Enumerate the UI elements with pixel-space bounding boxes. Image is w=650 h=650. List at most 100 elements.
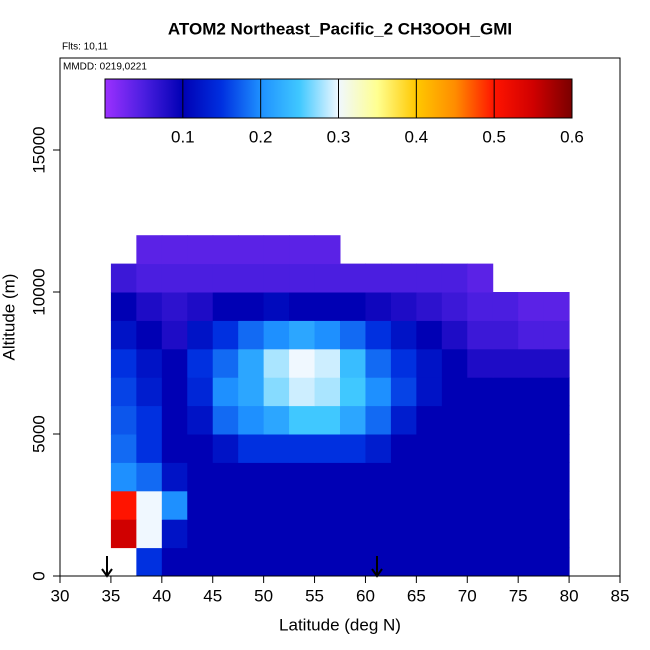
heat-cell [314, 292, 341, 321]
heat-cell [467, 320, 494, 350]
heat-cell [161, 405, 188, 435]
heat-cell [492, 462, 519, 492]
x-tick-label: 55 [305, 586, 324, 605]
heat-cell [263, 490, 290, 520]
colorbar-tick-label: 0.5 [482, 127, 506, 146]
heat-cell [518, 462, 545, 492]
heat-cell [212, 490, 239, 520]
heat-cell [441, 462, 468, 492]
heat-cell [289, 235, 316, 265]
heat-cell [212, 405, 239, 435]
heat-cell [441, 490, 468, 520]
y-tick-label: 5000 [29, 415, 48, 453]
heat-cell [518, 519, 545, 549]
heat-cell [441, 519, 468, 549]
heat-cell [543, 320, 570, 350]
heat-cell [263, 462, 290, 492]
heat-cell [340, 320, 366, 350]
heat-cell [238, 434, 265, 463]
heat-cell [212, 320, 239, 350]
x-tick-label: 65 [407, 586, 426, 605]
heat-cell [340, 348, 366, 378]
heat-cell [543, 547, 570, 577]
heat-cell [289, 462, 316, 492]
heat-cell [340, 547, 366, 577]
x-tick-label: 60 [356, 586, 375, 605]
heat-cell [110, 405, 137, 435]
heat-cell [110, 263, 137, 293]
heat-cell [416, 547, 443, 577]
heat-cell [518, 292, 545, 321]
heat-cell [314, 519, 341, 549]
heat-cell [263, 405, 290, 435]
heat-cell [441, 292, 468, 321]
heat-cell [416, 462, 443, 492]
heat-cell [136, 235, 163, 265]
heat-cell [492, 519, 519, 549]
heat-cell [161, 462, 188, 492]
heat-cell [161, 434, 188, 463]
heat-cell [238, 235, 265, 265]
heat-cell [543, 377, 570, 407]
heat-cell [492, 377, 519, 407]
heat-cell [136, 263, 163, 293]
heat-cell [390, 462, 417, 492]
annotation: Flts: 10,11 [62, 42, 108, 53]
heat-cell [518, 547, 545, 577]
heat-cell [289, 519, 316, 549]
heat-cell [263, 377, 290, 407]
heat-cell [110, 462, 137, 492]
heat-cell [212, 235, 239, 265]
heat-cell [263, 320, 290, 350]
heat-cell [161, 263, 188, 293]
heat-cell [289, 434, 316, 463]
heat-cell [365, 348, 392, 378]
heat-cell [110, 292, 137, 321]
heat-cell [161, 292, 188, 321]
heat-cell [390, 348, 417, 378]
heat-cell [441, 434, 468, 463]
heat-cell [289, 547, 316, 577]
heat-cell [467, 547, 494, 577]
heat-cell [263, 434, 290, 463]
x-axis-label: Latitude (deg N) [279, 615, 401, 634]
heat-cell [238, 348, 265, 378]
plot-frame [59, 57, 621, 577]
heat-cell [492, 405, 519, 435]
heat-cell [365, 462, 392, 492]
heat-cell [110, 377, 137, 407]
heat-cell [314, 547, 341, 577]
heat-cell [136, 547, 163, 577]
heat-cell [416, 405, 443, 435]
heat-cell [212, 519, 239, 549]
heat-cell [314, 434, 341, 463]
heat-cell [187, 235, 214, 265]
heat-cell [212, 263, 239, 293]
colorbar-tick-label: 0.2 [249, 127, 273, 146]
heat-cell [212, 434, 239, 463]
colorbar-tick-label: 0.4 [405, 127, 429, 146]
heat-cell [365, 405, 392, 435]
heat-cell [314, 320, 341, 350]
heat-cell [416, 519, 443, 549]
heat-cell [161, 547, 188, 577]
heat-cell [390, 292, 417, 321]
heat-cell [390, 490, 417, 520]
heat-cell [416, 348, 443, 378]
colorbar-tick-label: 0.1 [171, 127, 195, 146]
heat-cell [187, 263, 214, 293]
heat-cell [263, 263, 290, 293]
heat-cell [492, 292, 519, 321]
heat-cell [467, 519, 494, 549]
heat-cell [136, 320, 163, 350]
heat-cell [238, 547, 265, 577]
heat-cell [441, 405, 468, 435]
heat-cell [110, 434, 137, 463]
heat-cell [161, 490, 188, 520]
heat-cell [543, 348, 570, 378]
heat-cell [340, 490, 366, 520]
heat-cell [187, 405, 214, 435]
heat-cell [212, 462, 239, 492]
y-tick-label: 15000 [29, 126, 48, 173]
heat-cell [161, 320, 188, 350]
